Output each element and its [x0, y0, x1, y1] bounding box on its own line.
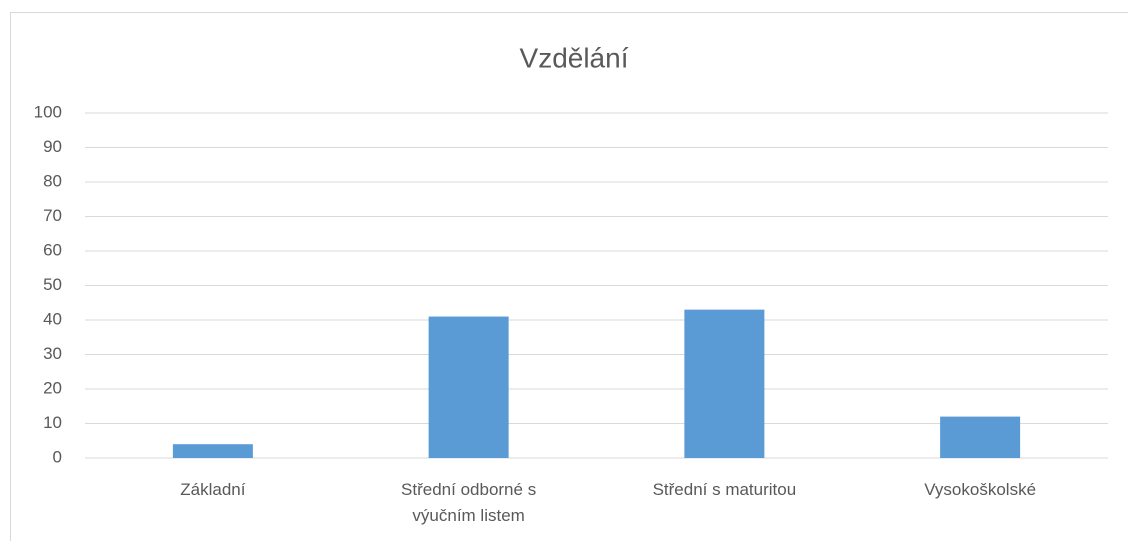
- chart-title: Vzdělání: [520, 42, 629, 73]
- y-tick-label: 60: [43, 240, 62, 259]
- y-tick-label: 20: [43, 378, 62, 397]
- y-tick-label: 70: [43, 206, 62, 225]
- y-tick-label: 50: [43, 275, 62, 294]
- chart-frame: [10, 12, 1128, 541]
- x-tick-label: Vysokoškolské: [924, 480, 1037, 499]
- y-tick-label: 30: [43, 344, 62, 363]
- x-tick-label: Střední s maturitou: [652, 480, 797, 499]
- y-tick-label: 40: [43, 309, 62, 328]
- y-tick-label: 10: [43, 413, 62, 432]
- y-tick-label: 100: [34, 102, 62, 121]
- x-tick-label: Základní: [180, 480, 246, 499]
- bar: [684, 309, 765, 458]
- bar: [428, 316, 509, 458]
- bar: [940, 416, 1021, 458]
- x-tick-label: Střední odborné s výučním listem: [401, 480, 537, 525]
- y-tick-label: 80: [43, 171, 62, 190]
- y-tick-label: 90: [43, 137, 62, 156]
- y-tick-label: 0: [53, 447, 62, 466]
- bar: [172, 444, 253, 458]
